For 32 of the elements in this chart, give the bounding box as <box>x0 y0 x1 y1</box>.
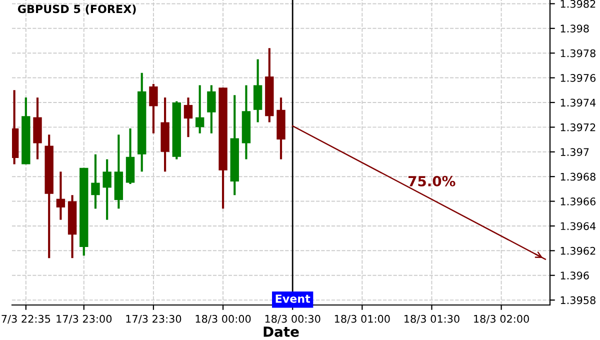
x-tick-label: 18/3 00:30 <box>265 314 320 324</box>
y-tick-label: 1.398 <box>560 24 589 33</box>
x-tick-label: 17/3 23:30 <box>126 314 182 324</box>
y-tick-label: 1.3958 <box>560 296 596 304</box>
candlestick <box>56 170 66 221</box>
y-tick-label: 1.396 <box>560 272 589 280</box>
y-tick-label: 1.3964 <box>560 222 596 230</box>
annotation: 75.0% <box>408 176 456 186</box>
candlestick <box>149 82 158 134</box>
y-tick-label: 1.3972 <box>560 123 596 132</box>
x-axis-title: Date <box>264 326 299 337</box>
y-tick-label: 1.3962 <box>560 246 596 255</box>
y-tick-label: 1.3978 <box>560 49 596 58</box>
candlestick <box>184 96 193 138</box>
y-tick-label: 1.397 <box>560 148 589 156</box>
x-tick-label: 18/3 01:00 <box>334 314 390 324</box>
ref-line-label: Event <box>276 294 310 303</box>
y-tick-label: 1.3968 <box>560 172 596 181</box>
candlestick <box>195 84 204 134</box>
y-tick-label: 1.3982 <box>560 0 596 8</box>
y-tick-label: 1.3976 <box>560 74 596 82</box>
x-tick-label: 17/3 23:00 <box>56 314 112 324</box>
candlestick <box>91 153 100 210</box>
chart-title: GBPUSD 5 (FOREX) <box>18 4 136 14</box>
candlestick <box>102 158 112 221</box>
x-tick-label: 18/3 00:00 <box>196 314 251 324</box>
candlestick <box>207 84 216 134</box>
x-tick-label: 18/3 01:30 <box>404 314 460 324</box>
y-tick-label: 1.3966 <box>560 198 596 206</box>
x-tick-label: 7/3 22:35 <box>2 314 50 324</box>
y-tick-label: 1.3974 <box>560 98 596 107</box>
x-tick-label: 18/3 02:00 <box>474 314 529 324</box>
